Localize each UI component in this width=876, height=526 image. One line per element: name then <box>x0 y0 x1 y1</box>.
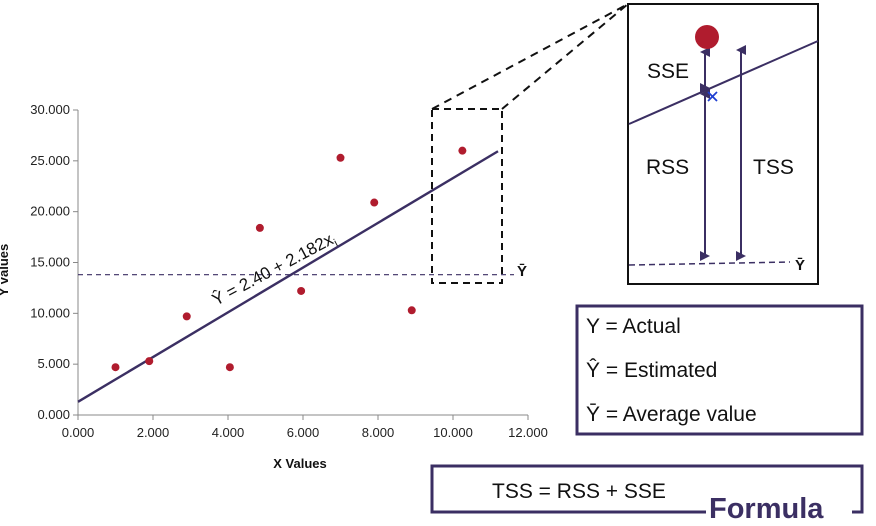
zoom-panel: Ȳ SSE RSS TSS <box>627 3 819 285</box>
formula-title: Formula <box>709 493 824 525</box>
x-tick-labels: 0.000 2.000 4.000 6.000 8.000 10.000 12.000 <box>62 415 548 440</box>
regression-equation-subscript: i <box>332 237 340 249</box>
data-points <box>111 146 467 372</box>
x-tick-label: 2.000 <box>137 425 170 440</box>
data-point <box>407 306 416 315</box>
rss-label: RSS <box>646 156 689 179</box>
y-tick-label: 30.000 <box>30 102 70 117</box>
data-point <box>297 286 306 295</box>
sse-label: SSE <box>647 60 689 83</box>
legend-box: Y = Actual Ŷ = Estimated Ȳ = Average val… <box>575 304 864 436</box>
legend-actual: Y = Actual <box>586 315 681 338</box>
y-tick-label: 15.000 <box>30 255 70 270</box>
zoom-regression-line <box>628 40 819 125</box>
zoom-panel-frame <box>627 3 819 285</box>
legend-estimated: Ŷ = Estimated <box>586 359 717 382</box>
zoom-estimate-marker <box>707 91 718 102</box>
zoom-mean-label: Ȳ <box>795 257 805 274</box>
y-tick-label: 0.000 <box>37 407 70 422</box>
y-tick-label: 20.000 <box>30 204 70 219</box>
x-tick-label: 6.000 <box>287 425 320 440</box>
zoom-connector-left <box>431 3 629 110</box>
data-point <box>458 146 467 155</box>
regression-equation: Ŷ = 2.40 + 2.182xi <box>209 229 340 313</box>
data-point <box>225 363 234 372</box>
svg-text:Ŷ = 2.40 + 2.182xi: Ŷ = 2.40 + 2.182xi <box>209 229 340 313</box>
x-axis-title: X Values <box>273 456 326 471</box>
x-tick-label: 8.000 <box>362 425 395 440</box>
data-point <box>182 312 191 321</box>
y-tick-label: 5.000 <box>37 356 70 371</box>
mean-y-label: Ȳ <box>517 263 527 280</box>
zoom-mean-line <box>628 261 791 266</box>
scatter-chart: 0.000 2.000 4.000 6.000 8.000 10.000 12.000 0.… <box>0 102 548 471</box>
tss-label: TSS <box>753 156 794 179</box>
y-tick-label: 10.000 <box>30 305 70 320</box>
regression-line <box>77 150 499 403</box>
formula-equation: TSS = RSS + SSE <box>492 480 666 503</box>
legend-average: Ȳ = Average value <box>586 403 757 426</box>
zoom-connector-right <box>501 3 629 110</box>
zoom-region-box <box>431 108 503 284</box>
x-tick-label: 4.000 <box>212 425 245 440</box>
x-tick-label: 12.000 <box>508 425 548 440</box>
data-point <box>336 153 345 162</box>
data-point <box>370 198 379 207</box>
regression-equation-text: Ŷ = 2.40 + 2.182x <box>209 230 337 310</box>
data-point <box>145 357 154 366</box>
legend-frame <box>575 304 864 436</box>
formula-box: TSS = RSS + SSE Formula <box>430 464 864 525</box>
data-point <box>255 223 264 232</box>
data-point <box>111 363 120 372</box>
y-axis-title: Y values <box>0 244 11 297</box>
x-tick-label: 10.000 <box>433 425 473 440</box>
zoom-actual-point <box>695 25 719 49</box>
y-tick-labels: 0.000 5.000 10.000 15.000 20.000 25.000 30.000 <box>30 102 78 422</box>
formula-frame <box>430 464 864 514</box>
y-tick-label: 25.000 <box>30 153 70 168</box>
x-tick-label: 0.000 <box>62 425 95 440</box>
